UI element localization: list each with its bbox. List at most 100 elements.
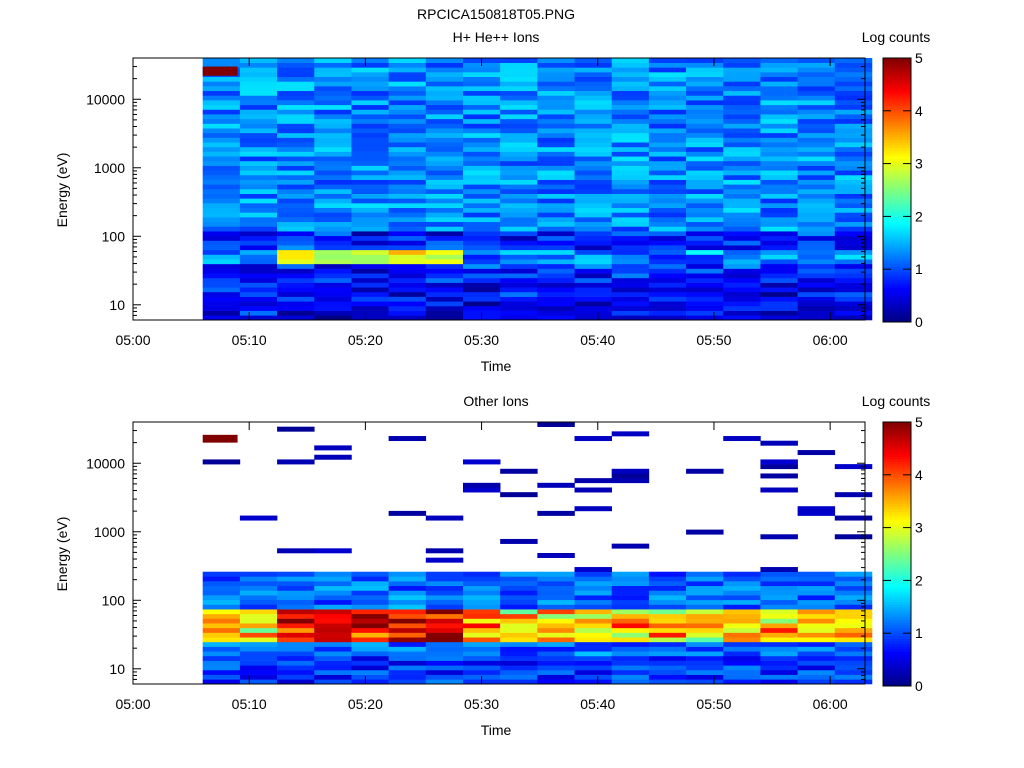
heatmap-cell (834, 235, 873, 241)
heatmap-cell (686, 245, 724, 251)
heatmap-cell (425, 632, 464, 638)
heatmap-cell (425, 156, 464, 162)
heatmap-cell (388, 287, 427, 293)
heatmap-cell (202, 76, 241, 82)
heatmap-cell (314, 95, 352, 101)
heatmap-cell (574, 86, 612, 92)
heatmap-cell (202, 301, 241, 307)
heatmap-cell (574, 613, 612, 619)
colorbar-swatch (883, 540, 911, 544)
heatmap-cell (351, 86, 389, 92)
heatmap-cell (239, 310, 278, 316)
heatmap-cell (425, 254, 464, 260)
heatmap-cell (202, 165, 241, 171)
heatmap-cell (500, 100, 538, 106)
heatmap-cell (574, 641, 612, 647)
heatmap-cell (239, 146, 278, 152)
heatmap-cell (239, 296, 278, 302)
heatmap-cell (760, 90, 798, 96)
heatmap-cell (202, 170, 241, 176)
heatmap-cell (351, 581, 389, 587)
heatmap-cell (537, 422, 575, 427)
heatmap-cell (239, 632, 278, 638)
heatmap-cell (760, 296, 798, 302)
heatmap-cell (648, 62, 687, 68)
heatmap-cell (388, 179, 427, 185)
heatmap-cell (537, 58, 575, 63)
colorbar-swatch (883, 493, 911, 497)
heatmap-cell (648, 581, 687, 587)
heatmap-cell (351, 305, 389, 311)
colorbar-swatch (883, 543, 911, 547)
heatmap-cell (723, 282, 761, 288)
heatmap-cell (202, 604, 241, 610)
heatmap-cell (797, 268, 836, 274)
heatmap-cell (834, 137, 873, 143)
heatmap-cell (648, 273, 687, 279)
heatmap-cell (611, 81, 650, 87)
heatmap-cell (388, 90, 427, 96)
heatmap-cell (425, 109, 464, 115)
heatmap-cell (537, 665, 575, 671)
heatmap-cell (834, 245, 873, 251)
heatmap-cell (202, 81, 241, 87)
heatmap-cell (277, 81, 315, 87)
colorbar-swatch (883, 456, 911, 460)
heatmap-cell (686, 305, 724, 311)
heatmap-cell (723, 623, 761, 629)
heatmap-cell (500, 604, 538, 610)
heatmap-cell (462, 212, 501, 218)
heatmap-cell (797, 151, 836, 157)
heatmap-cell (723, 315, 761, 321)
heatmap-cell (388, 203, 427, 209)
heatmap-cell (277, 273, 315, 279)
heatmap-cell (202, 296, 241, 302)
heatmap-cell (202, 291, 241, 297)
heatmap-cell (686, 62, 724, 68)
heatmap-cell (760, 669, 798, 675)
heatmap-cell (648, 660, 687, 666)
heatmap-cell (723, 165, 761, 171)
heatmap-cell (574, 291, 612, 297)
heatmap-cell (239, 62, 278, 68)
heatmap-cell (723, 609, 761, 615)
heatmap-cell (239, 576, 278, 582)
heatmap-cell (611, 249, 650, 255)
heatmap-cell (537, 655, 575, 661)
heatmap-cell (314, 273, 352, 279)
heatmap-cell (686, 301, 724, 307)
heatmap-cell (388, 104, 427, 110)
heatmap-cell (611, 259, 650, 265)
heatmap-cell (239, 641, 278, 647)
colorbar-swatch (883, 65, 911, 69)
heatmap-cell (277, 165, 315, 171)
colorbar-swatch (883, 110, 911, 114)
colorbar-swatch (883, 569, 911, 573)
colorbar-swatch (883, 73, 911, 77)
heatmap-cell (351, 189, 389, 194)
heatmap-cell (239, 277, 278, 283)
heatmap-cell (500, 538, 538, 544)
heatmap-cell (388, 301, 427, 307)
heatmap-cell (834, 174, 873, 180)
colorbar-swatch (883, 577, 911, 581)
heatmap-cell (648, 613, 687, 619)
heatmap-cell (537, 231, 575, 237)
heatmap-cell (314, 310, 352, 316)
colorbar-swatch (883, 219, 911, 223)
heatmap-cell (648, 174, 687, 180)
heatmap-cell (388, 240, 427, 246)
heatmap-cell (388, 296, 427, 302)
heatmap-cell (834, 109, 873, 115)
heatmap-cell (462, 651, 501, 657)
heatmap-cell (239, 221, 278, 227)
heatmap-cell (277, 426, 315, 432)
heatmap-cell (500, 595, 538, 601)
heatmap-cell (239, 305, 278, 311)
heatmap-cell (277, 296, 315, 302)
heatmap-cell (351, 90, 389, 96)
x-tick-label: 05:20 (348, 332, 383, 348)
heatmap-cell (425, 310, 464, 316)
heatmap-cell (723, 259, 761, 265)
heatmap-cell (611, 67, 650, 73)
